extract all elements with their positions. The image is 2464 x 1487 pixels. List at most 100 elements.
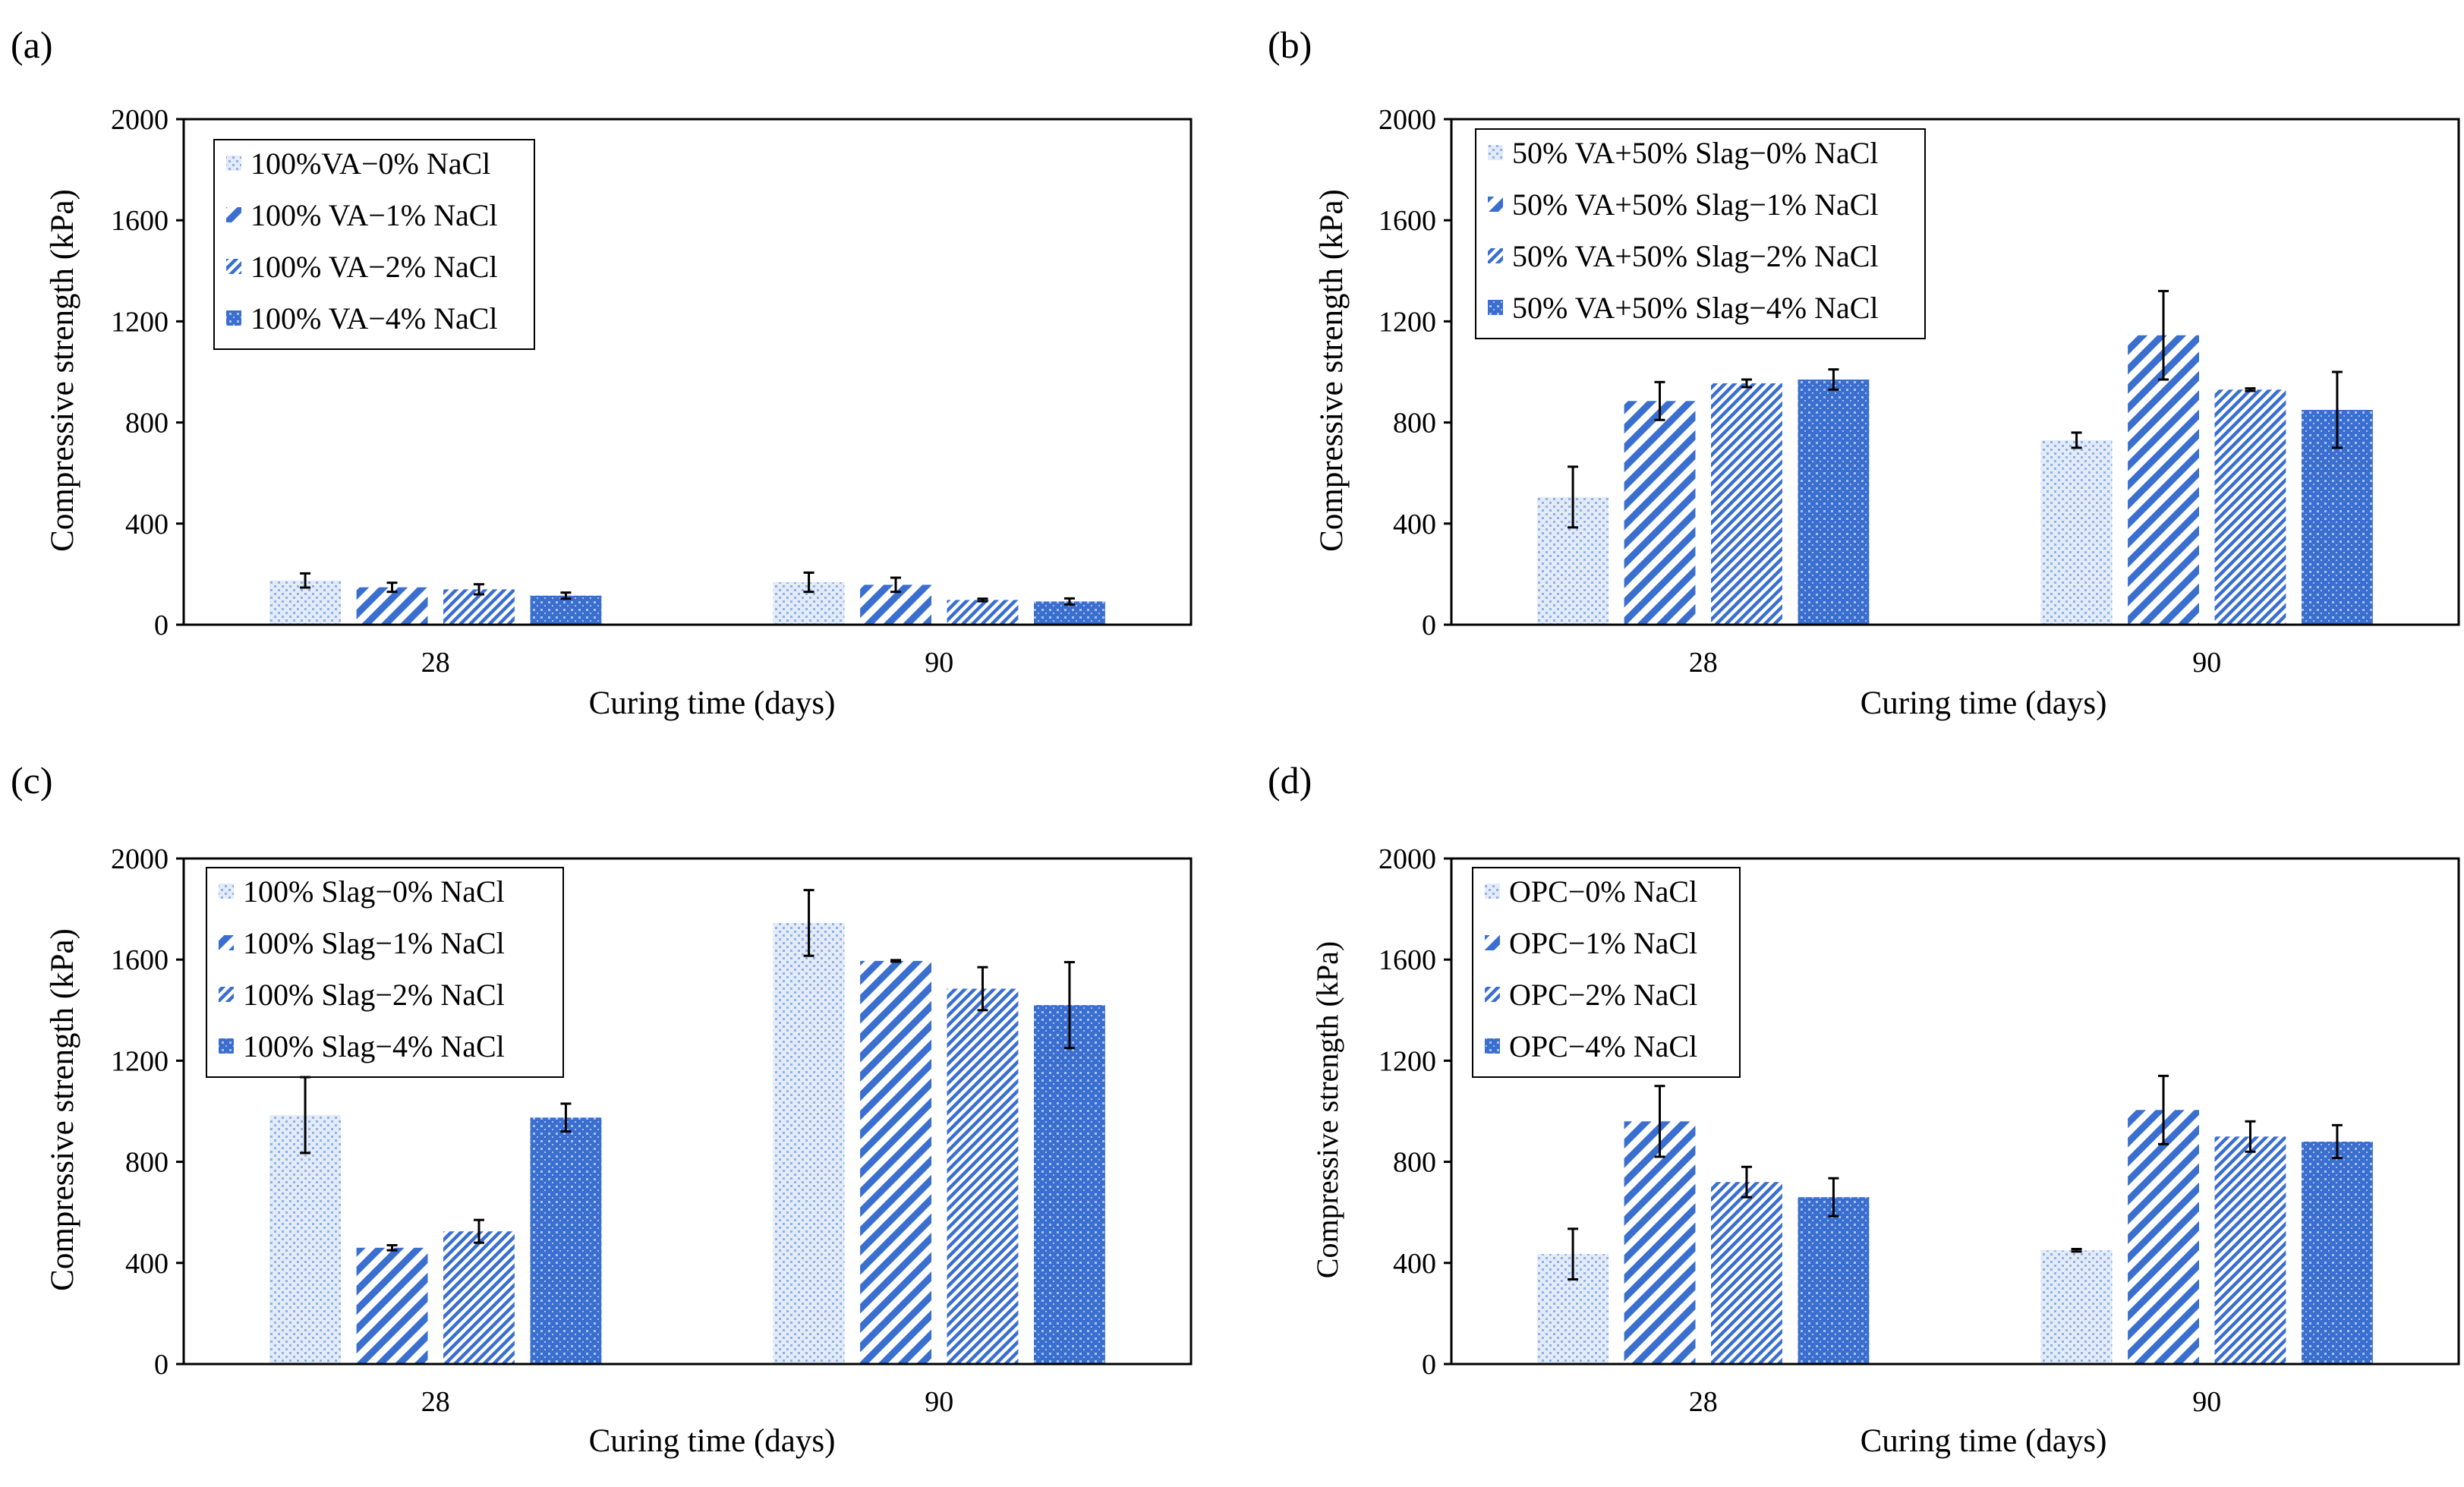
y-tick-label: 2000: [1379, 104, 1436, 136]
legend-swatch: [1485, 935, 1500, 950]
legend-box: [206, 867, 564, 1078]
y-tick-label: 1200: [111, 306, 169, 338]
x-axis-title: Curing time (days): [1861, 685, 2107, 721]
legend-swatch: [1488, 248, 1503, 263]
bar: [947, 988, 1019, 1364]
bar: [1798, 1197, 1870, 1364]
legend-swatch: [1488, 145, 1503, 160]
legend: 100% Slag−0% NaCl 100% Slag−1% NaCl 100%…: [206, 867, 564, 1078]
y-tick-label: 400: [125, 1248, 169, 1280]
legend-entry: 50% VA+50% Slag−2% NaCl: [1512, 239, 1879, 273]
bar: [530, 595, 602, 625]
bar: [356, 1247, 428, 1364]
y-tick-label: 2000: [111, 104, 169, 136]
legend-swatch: [1485, 1038, 1500, 1054]
bar: [860, 960, 931, 1364]
legend-entry: 100% Slag−1% NaCl: [243, 926, 505, 960]
y-tick-label: 0: [1422, 610, 1436, 641]
legend: OPC−0% NaCl OPC−1% NaCl OPC−2% NaCl OPC−…: [1472, 867, 1741, 1078]
x-tick-label: 28: [421, 1386, 450, 1418]
bar: [1034, 1005, 1105, 1364]
x-tick-label: 90: [925, 1386, 953, 1418]
legend-swatch: [219, 987, 234, 1002]
legend-entry: 100% VA−4% NaCl: [250, 301, 498, 336]
x-tick-label: 90: [2192, 1386, 2221, 1418]
x-tick-label: 90: [2192, 647, 2221, 679]
panel-b: (b) Compressive strength (kPa) Curing ti…: [1268, 24, 2460, 721]
legend-entry: 100% VA−1% NaCl: [250, 198, 498, 232]
panel-label: (c): [11, 759, 53, 802]
y-tick-label: 1200: [111, 1045, 169, 1077]
x-tick-label: 90: [925, 647, 953, 679]
y-tick-label: 1200: [1379, 1045, 1436, 1077]
bar: [947, 600, 1019, 625]
legend-entry: OPC−1% NaCl: [1509, 926, 1697, 960]
legend-entry: 100% Slag−2% NaCl: [243, 978, 505, 1012]
legend-entry: OPC−4% NaCl: [1509, 1029, 1697, 1063]
bar: [1624, 1121, 1696, 1364]
y-tick-label: 1200: [1379, 306, 1436, 338]
y-axis-title: Compressive strength (kPa): [45, 189, 80, 552]
x-tick-label: 28: [1689, 647, 1718, 679]
bar: [269, 1115, 341, 1364]
plot-frame: [1450, 857, 2460, 1366]
y-tick-label: 1600: [111, 205, 169, 237]
legend-swatch: [1488, 300, 1503, 315]
panel-label: (b): [1268, 24, 1312, 66]
legend-swatch: [1485, 884, 1500, 899]
y-tick-label: 0: [1422, 1349, 1436, 1381]
legend-swatch: [226, 310, 241, 326]
plot-frame: [182, 857, 1193, 1366]
y-axis-title: Compressive strength (kPa): [45, 928, 80, 1291]
legend-swatch: [219, 935, 234, 950]
bar: [2040, 1250, 2113, 1364]
legend-entry: OPC−2% NaCl: [1509, 978, 1697, 1012]
bar: [1711, 1182, 1782, 1364]
y-tick-label: 1600: [1379, 205, 1436, 237]
y-tick-label: 2000: [111, 843, 169, 875]
bar: [2214, 389, 2286, 625]
legend-entry: OPC−0% NaCl: [1509, 874, 1697, 909]
bar: [1624, 401, 1696, 625]
legend-entry: 50% VA+50% Slag−4% NaCl: [1512, 291, 1879, 325]
legend: 100%VA−0% NaCl 100% VA−1% NaCl 100% VA−2…: [213, 139, 535, 350]
legend-entry: 100% Slag−4% NaCl: [243, 1029, 505, 1063]
legend-swatch: [226, 259, 241, 274]
y-tick-label: 400: [125, 509, 169, 540]
y-tick-label: 800: [1393, 408, 1436, 439]
legend-box: [1472, 867, 1741, 1078]
bar: [773, 922, 845, 1364]
panel-a: (a) Compressive strength (kPa) Curing ti…: [11, 24, 1193, 721]
bar: [443, 1231, 515, 1364]
bar: [530, 1117, 602, 1364]
x-tick-label: 28: [1689, 1386, 1718, 1418]
bar: [356, 587, 428, 625]
legend-entry: 100%VA−0% NaCl: [250, 146, 490, 181]
panel-d: (d) Compressive strength (kPa) Curing ti…: [1268, 759, 2460, 1459]
legend-swatch: [226, 156, 241, 171]
legend-entry: 50% VA+50% Slag−0% NaCl: [1512, 136, 1879, 170]
plot-frame: [1450, 118, 2460, 626]
y-tick-label: 1600: [1379, 944, 1436, 976]
x-axis-title: Curing time (days): [589, 685, 836, 721]
plot-frame: [182, 118, 1193, 626]
bar: [2214, 1136, 2286, 1364]
legend: 50% VA+50% Slag−0% NaCl 50% VA+50% Slag−…: [1475, 128, 1926, 339]
panel-label: (a): [11, 24, 53, 66]
legend-swatch: [219, 884, 234, 899]
y-tick-label: 2000: [1379, 843, 1436, 875]
y-tick-label: 400: [1393, 1248, 1436, 1280]
panel-label: (d): [1268, 759, 1312, 802]
legend-swatch: [1485, 987, 1500, 1002]
bar: [2128, 335, 2199, 625]
x-tick-label: 28: [421, 647, 450, 679]
legend-swatch: [1488, 197, 1503, 212]
legend-entry: 100% Slag−0% NaCl: [243, 874, 505, 909]
y-tick-label: 1600: [111, 944, 169, 976]
y-tick-label: 0: [154, 1349, 169, 1381]
y-tick-label: 800: [125, 408, 169, 439]
legend-entry: 100% VA−2% NaCl: [250, 250, 498, 284]
panel-c: (c) Compressive strength (kPa) Curing ti…: [11, 759, 1193, 1459]
y-axis-title: Compressive strength (kPa): [1310, 941, 1344, 1278]
